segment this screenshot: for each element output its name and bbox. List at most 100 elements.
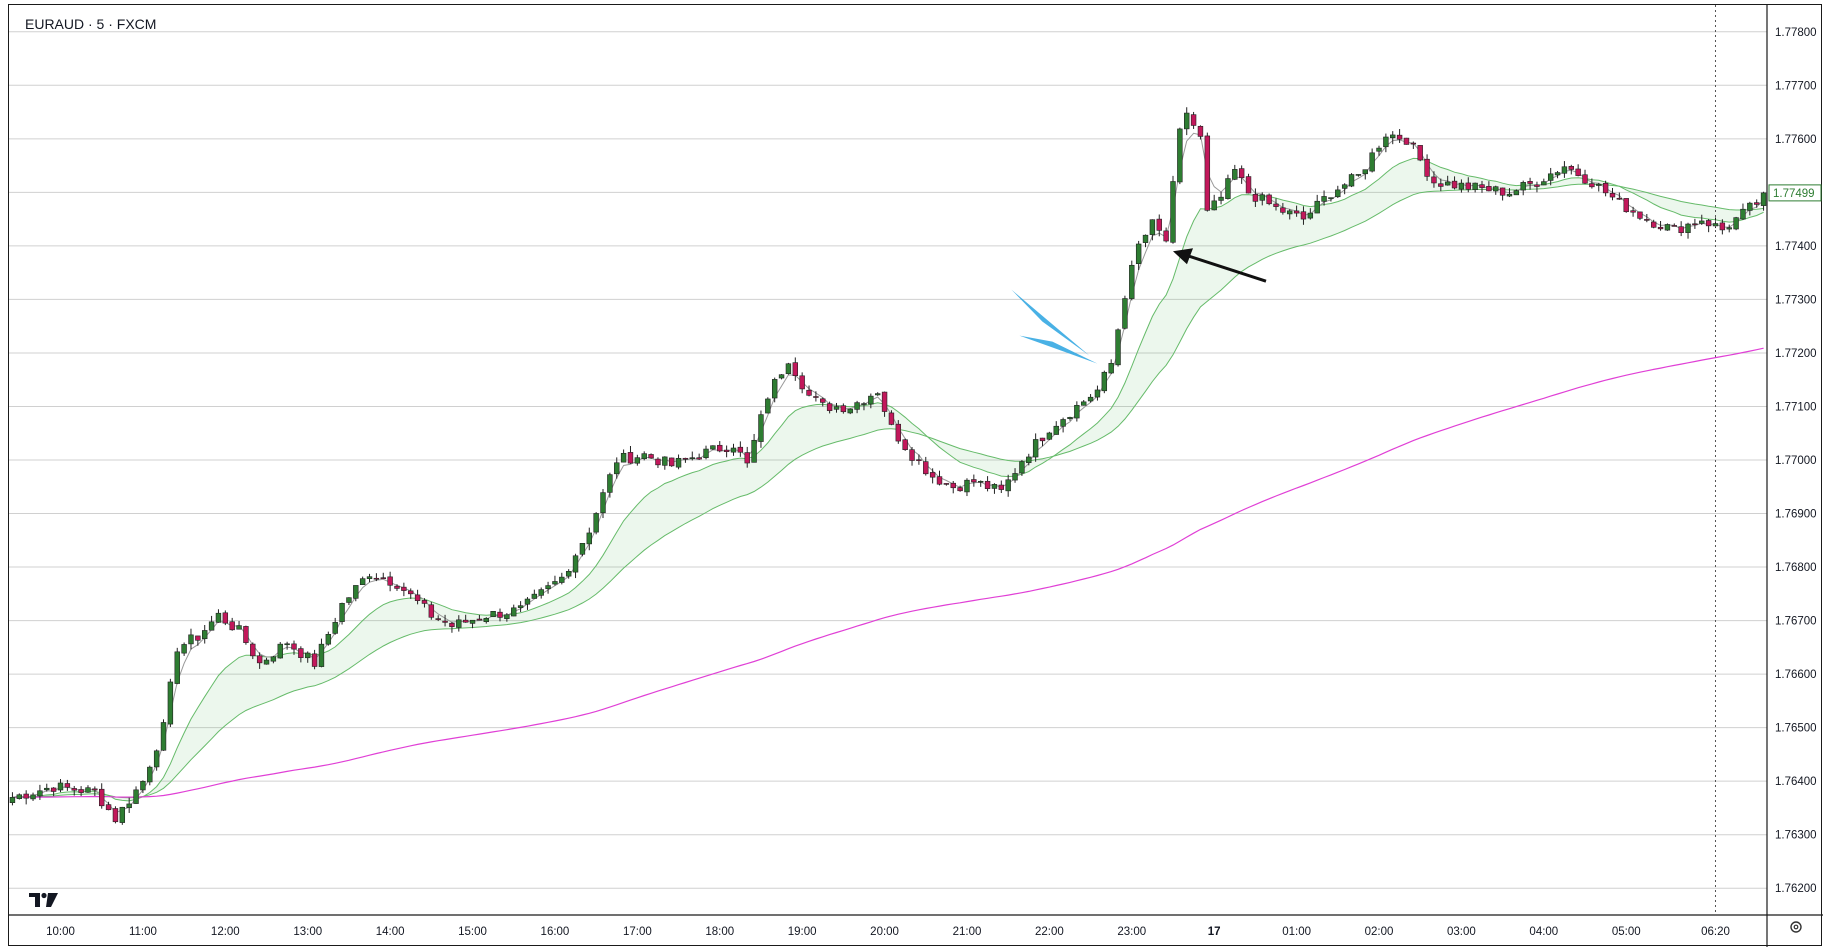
candle-body (1699, 220, 1705, 224)
candle-body (291, 643, 297, 650)
candle-body (1465, 182, 1471, 190)
candle-body (1520, 182, 1526, 191)
candle-body (1458, 182, 1465, 190)
candle-body (586, 532, 592, 545)
candle-body (71, 788, 77, 791)
chart-frame[interactable]: 1.778001.777001.776001.775001.774001.773… (8, 4, 1823, 947)
candle-body (1170, 181, 1176, 243)
candle-body (565, 571, 572, 577)
candle-body (353, 585, 359, 599)
ema-ribbon-fill (12, 158, 1764, 801)
candle-body (1032, 439, 1039, 458)
gear-icon[interactable] (1789, 920, 1803, 937)
candle-body (696, 457, 702, 460)
x-tick-label: 23:00 (1117, 926, 1146, 938)
tradingview-logo (29, 891, 59, 914)
x-tick-label: 16:00 (541, 926, 570, 938)
candle-body (243, 626, 249, 643)
candle-body (188, 634, 194, 645)
candle-body (1644, 219, 1650, 221)
candle-body (435, 618, 441, 620)
x-tick-label: 02:00 (1365, 926, 1394, 938)
candle-body (538, 589, 544, 596)
candle-body (1060, 419, 1066, 427)
candle-body (1348, 174, 1355, 187)
candle-body (1486, 186, 1492, 192)
ema-fast-line (12, 132, 1764, 814)
candle-body (806, 389, 812, 396)
y-tick-label: 1.77000 (1775, 455, 1817, 467)
candle-body (826, 403, 833, 411)
y-tick-label: 1.77800 (1775, 27, 1817, 39)
x-tick-label: 14:00 (376, 926, 405, 938)
candle-body (1650, 221, 1657, 228)
candle-body (1067, 417, 1073, 419)
candle-body (723, 449, 730, 452)
candle-body (902, 439, 908, 450)
candle-body (765, 398, 771, 414)
candle-body (1046, 432, 1053, 440)
candle-body (778, 374, 785, 379)
candle-body (1115, 329, 1121, 366)
candle-body (1410, 142, 1417, 145)
candle-body (799, 375, 805, 390)
candle-body (1259, 194, 1265, 201)
candle-body (1760, 192, 1767, 206)
candle-body (126, 803, 132, 809)
candle-body (1396, 134, 1403, 140)
y-tick-label: 1.77200 (1775, 348, 1817, 360)
y-tick-label: 1.77300 (1775, 294, 1817, 306)
candle-body (270, 656, 277, 662)
candle-body (1554, 172, 1561, 176)
candle-body (1582, 174, 1588, 184)
black-arrow-head (1172, 248, 1193, 265)
candle-body (964, 479, 970, 493)
candle-body (1671, 225, 1677, 227)
chart-canvas[interactable]: 1.778001.777001.776001.775001.774001.773… (9, 5, 1823, 947)
candle-body (895, 423, 902, 442)
candle-body (1527, 181, 1533, 184)
candle-body (1664, 224, 1671, 231)
candle-body (57, 782, 64, 791)
candle-body (1438, 183, 1444, 187)
ema-ribbon-lower-line (12, 183, 1764, 799)
candle-body (785, 363, 792, 375)
x-tick-label: 17:00 (623, 926, 652, 938)
candle-body (998, 484, 1005, 490)
candle-body (662, 456, 668, 466)
candle-body (462, 619, 469, 623)
candle-body (1753, 202, 1760, 205)
candle-body (861, 403, 867, 405)
y-tick-label: 1.76700 (1775, 616, 1817, 628)
candle-body (380, 577, 386, 579)
candle-body (1081, 401, 1087, 406)
candle-body (449, 622, 455, 627)
candle-body (1026, 456, 1032, 464)
candle-body (730, 447, 737, 453)
candle-body (936, 476, 943, 485)
candle-body (943, 483, 950, 485)
candle-body (442, 620, 448, 623)
candle-body (1637, 211, 1643, 219)
candle-body (1747, 202, 1753, 211)
candle-body (881, 391, 888, 412)
candle-body (140, 781, 146, 791)
candle-body (1589, 183, 1595, 188)
candle-body (1280, 207, 1286, 213)
x-tick-label: 17 (1208, 926, 1221, 938)
symbol-title: EURAUD · 5 · FXCM (25, 16, 157, 32)
candle-body (1328, 197, 1334, 199)
candle-body (751, 439, 757, 463)
candle-body (414, 594, 421, 601)
candle-body (1074, 404, 1080, 419)
candle-body (195, 635, 201, 641)
x-tick-label: 01:00 (1282, 926, 1311, 938)
candle-body (1623, 198, 1629, 213)
candle-body (421, 600, 428, 604)
candle-body (112, 808, 119, 823)
y-tick-label: 1.77600 (1775, 134, 1817, 146)
candle-body (833, 406, 840, 410)
candle-body (1630, 210, 1636, 213)
axis-layer: 1.778001.777001.776001.775001.774001.773… (9, 5, 1823, 947)
candle-body (1692, 223, 1698, 226)
